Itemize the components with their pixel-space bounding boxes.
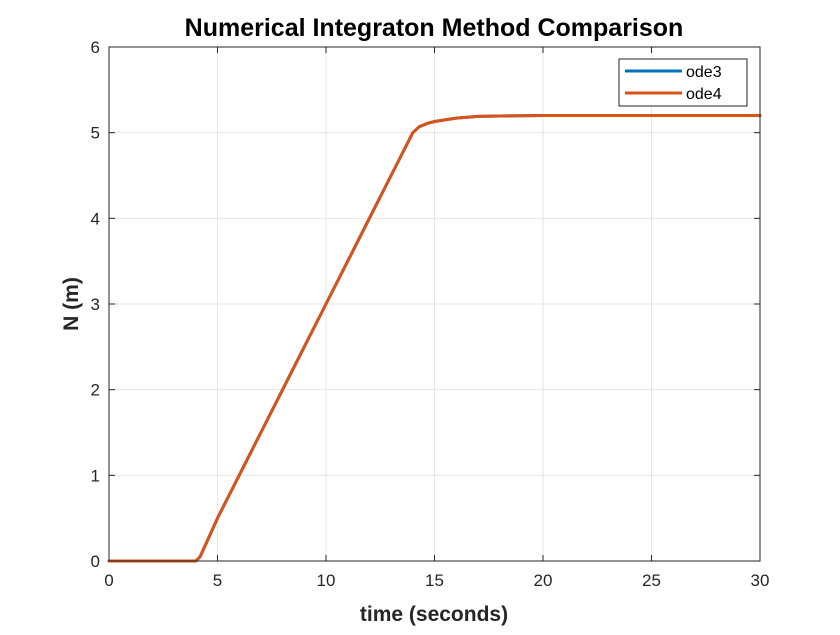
series-line-ode4 [107, 114, 762, 563]
y-tick-label: 6 [91, 38, 100, 57]
x-tick-label: 25 [642, 571, 661, 590]
chart-title: Numerical Integraton Method Comparison [185, 14, 684, 42]
legend-box [618, 58, 748, 107]
y-axis-label: N (m) [60, 277, 83, 331]
x-tick-label: 15 [425, 571, 444, 590]
x-tick-label: 5 [213, 571, 222, 590]
x-axis-label: time (seconds) [360, 603, 508, 626]
y-tick-label: 2 [91, 381, 100, 400]
y-tick-label: 5 [91, 124, 100, 143]
y-tick-label: 0 [91, 552, 100, 571]
y-tick-label: 1 [91, 466, 100, 485]
legend: ode3 ode4 [618, 58, 748, 107]
x-tick-label: 10 [317, 571, 336, 590]
x-tick-label: 0 [104, 571, 113, 590]
x-tick-label: 30 [751, 571, 770, 590]
ticks [108, 46, 761, 562]
y-tick-label: 3 [91, 295, 100, 314]
series-layer [107, 114, 762, 563]
y-tick-label: 4 [91, 209, 100, 228]
tick-labels: 0 5 10 15 20 25 30 0 1 2 3 4 5 6 [91, 38, 770, 590]
legend-label-ode4: ode4 [686, 86, 722, 103]
x-tick-label: 20 [534, 571, 553, 590]
legend-label-ode3: ode3 [686, 64, 722, 81]
